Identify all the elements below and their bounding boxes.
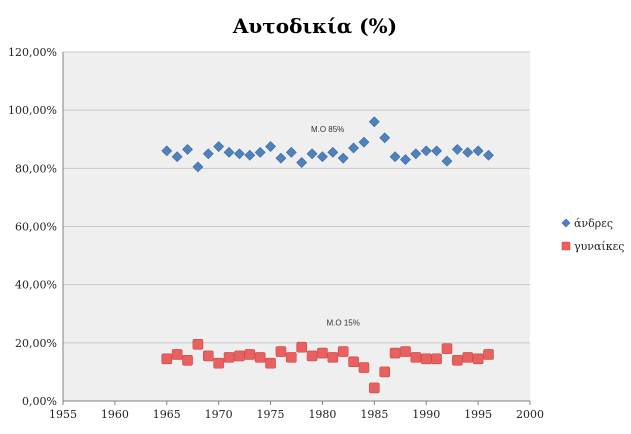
- data-point: [202, 148, 214, 160]
- data-point: [254, 352, 266, 363]
- data-point: [275, 152, 287, 164]
- x-tick-label: 1960: [101, 408, 129, 421]
- data-point: [223, 352, 235, 363]
- data-point: [161, 353, 173, 365]
- data-point: [358, 136, 370, 148]
- data-point: [213, 141, 225, 152]
- data-point: [389, 151, 401, 163]
- data-point: [171, 349, 183, 360]
- data-point: [431, 145, 443, 157]
- data-point: [296, 157, 308, 168]
- mean-annotation: M.O 85%: [311, 125, 344, 134]
- data-point: [317, 151, 328, 163]
- data-point: [254, 146, 266, 158]
- data-point: [368, 116, 380, 128]
- data-point: [265, 141, 276, 152]
- data-point: [306, 350, 318, 362]
- y-tick-label: 100,00%: [8, 104, 57, 117]
- x-tick-label: 1985: [360, 408, 388, 421]
- series-men: [161, 116, 494, 173]
- series-women: [161, 338, 494, 394]
- x-tick-label: 1965: [153, 408, 181, 421]
- data-point: [348, 142, 360, 154]
- y-tick-label: 60,00%: [15, 221, 57, 234]
- y-tick-label: 80,00%: [15, 162, 57, 175]
- data-point: [400, 346, 411, 357]
- data-point: [369, 382, 380, 394]
- legend-label: άνδρες: [574, 217, 613, 230]
- data-point: [286, 352, 297, 363]
- legend: άνδρες γυναίκες: [561, 217, 624, 253]
- data-point: [296, 341, 307, 353]
- y-tick-label: 0,00%: [22, 395, 57, 408]
- x-tick-label: 1995: [464, 408, 492, 421]
- data-point: [441, 155, 453, 167]
- data-point: [462, 146, 474, 158]
- data-point: [213, 357, 224, 369]
- data-point: [244, 349, 256, 360]
- grid-lines: [63, 51, 530, 344]
- data-point: [389, 347, 401, 359]
- data-point: [379, 132, 391, 144]
- x-tick-label: 1970: [205, 408, 233, 421]
- data-point: [348, 356, 359, 368]
- data-point: [306, 148, 318, 160]
- data-point: [358, 362, 370, 373]
- legend-marker: [561, 241, 571, 251]
- data-point: [202, 350, 214, 362]
- data-point: [472, 353, 484, 365]
- y-axis-tick-labels: 0,00% 20,00% 40,00% 60,00% 80,00% 100,00% 120,…: [8, 46, 57, 408]
- x-tick-label: 1975: [257, 408, 285, 421]
- data-point: [234, 350, 245, 362]
- data-point: [462, 352, 474, 363]
- data-point: [410, 352, 422, 363]
- data-point: [327, 352, 339, 363]
- data-point: [400, 154, 411, 166]
- data-point: [451, 144, 463, 155]
- data-series: [161, 116, 494, 394]
- data-point: [233, 148, 245, 160]
- data-point: [223, 146, 235, 158]
- annotations: M.O 85% M.O 15%: [311, 125, 360, 327]
- data-point: [182, 354, 193, 366]
- data-point: [171, 151, 183, 163]
- data-point: [420, 353, 432, 365]
- x-tick-label: 2000: [516, 408, 544, 421]
- data-point: [337, 152, 349, 164]
- data-point: [379, 366, 391, 378]
- y-tick-label: 40,00%: [15, 279, 57, 292]
- x-axis-tick-labels: 1955 1960 1965 1970 1975 1980 1985 1990 1995 2000: [49, 408, 544, 421]
- data-point: [420, 145, 432, 157]
- data-point: [285, 146, 297, 158]
- data-point: [182, 144, 193, 155]
- data-point: [265, 357, 276, 369]
- data-point: [192, 338, 204, 350]
- data-point: [441, 343, 453, 354]
- data-point: [483, 349, 494, 360]
- data-point: [327, 146, 339, 158]
- x-tick-label: 1955: [49, 408, 77, 421]
- data-point: [275, 346, 287, 357]
- axes: [62, 52, 531, 405]
- data-point: [192, 161, 204, 173]
- y-tick-label: 20,00%: [15, 337, 57, 350]
- x-tick-label: 1990: [412, 408, 440, 421]
- data-point: [410, 148, 422, 160]
- data-point: [244, 149, 256, 161]
- x-tick-label: 1980: [308, 408, 336, 421]
- data-point: [472, 145, 484, 157]
- data-point: [483, 149, 494, 161]
- chart-title: Αυτοδικία (%): [232, 14, 397, 38]
- data-point: [317, 347, 328, 359]
- mean-annotation: M.O 15%: [327, 318, 360, 327]
- data-point: [161, 145, 173, 157]
- y-tick-label: 120,00%: [8, 46, 57, 59]
- data-point: [337, 346, 349, 357]
- legend-label: γυναίκες: [574, 240, 624, 253]
- legend-marker: [561, 218, 571, 228]
- data-point: [452, 354, 463, 366]
- data-point: [431, 353, 442, 365]
